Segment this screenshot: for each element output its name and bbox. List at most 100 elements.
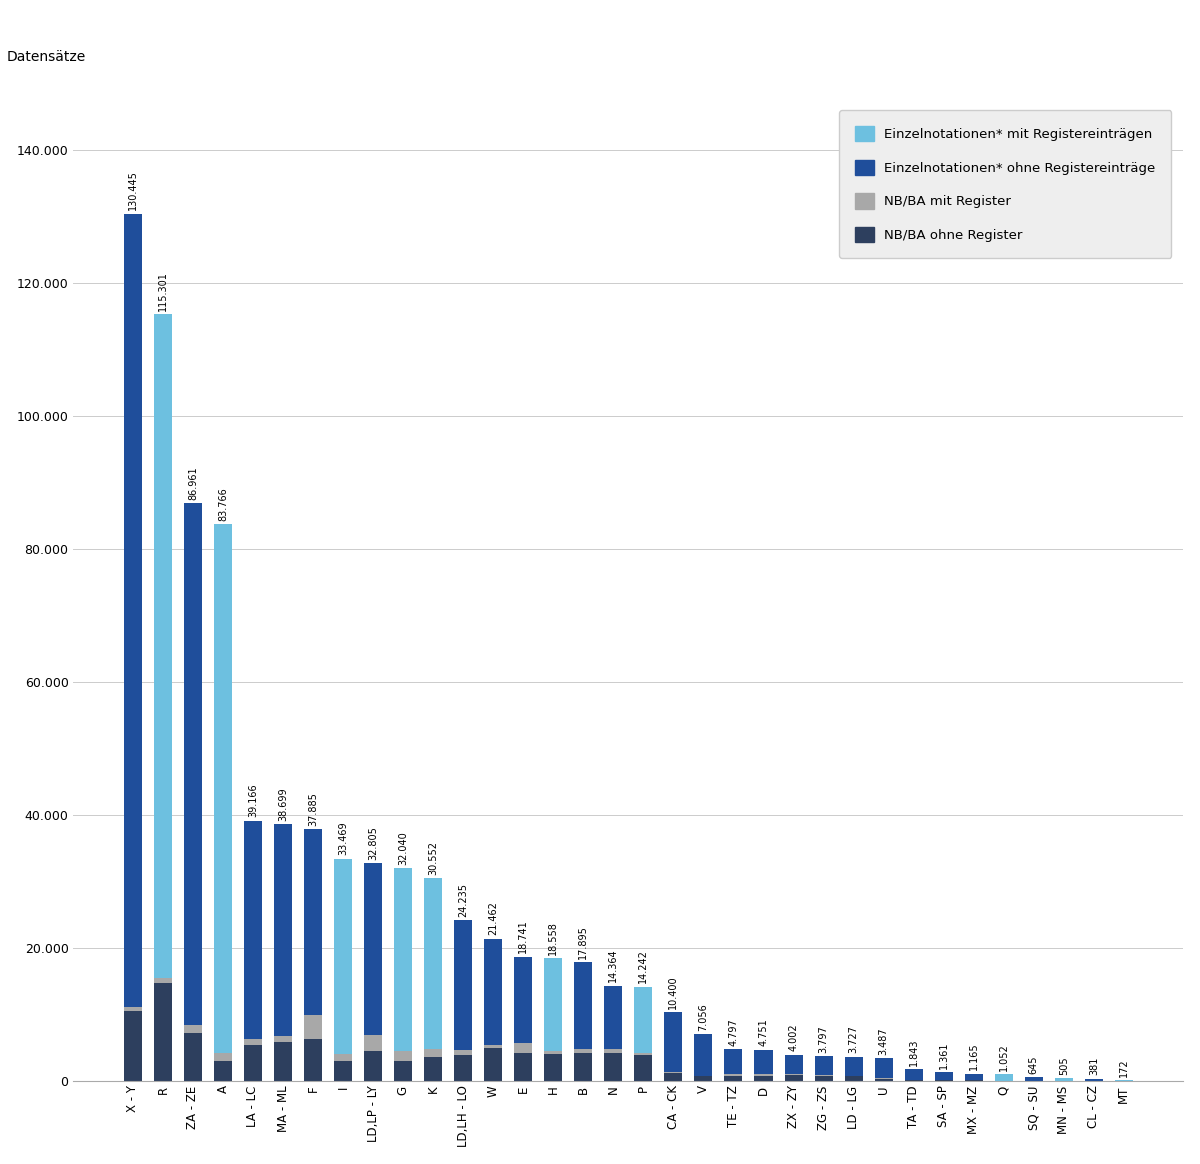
Text: 30.552: 30.552 [428, 840, 438, 874]
Bar [695, 1035, 713, 1076]
Bar [515, 957, 533, 1043]
Bar [665, 1013, 683, 1072]
Bar [184, 503, 202, 1025]
Text: 39.166: 39.166 [248, 783, 258, 817]
Text: 1.165: 1.165 [968, 1043, 979, 1070]
Text: 14.364: 14.364 [608, 949, 618, 982]
Bar [725, 1074, 743, 1076]
Text: 4.751: 4.751 [758, 1018, 768, 1046]
Bar [214, 524, 232, 1053]
Bar [485, 1048, 503, 1081]
Bar [755, 1074, 773, 1076]
Bar [845, 1077, 863, 1081]
Bar [154, 314, 172, 978]
Bar [424, 878, 442, 1050]
Bar [394, 1051, 412, 1060]
Text: 18.741: 18.741 [518, 920, 528, 953]
Text: 4.002: 4.002 [788, 1023, 798, 1051]
Legend: Einzelnotationen* mit Registereinträgen, Einzelnotationen* ohne Registereinträge: Einzelnotationen* mit Registereinträgen,… [839, 111, 1171, 258]
Text: 1.361: 1.361 [938, 1042, 949, 1069]
Bar [214, 1053, 232, 1062]
Bar [665, 1073, 683, 1081]
Bar [424, 1057, 442, 1081]
Bar [485, 938, 503, 1045]
Bar [515, 1043, 533, 1052]
Bar [274, 1036, 292, 1042]
Bar [1025, 1077, 1043, 1081]
Bar [424, 1050, 442, 1057]
Bar [785, 1055, 803, 1074]
Bar [575, 1053, 593, 1081]
Bar [905, 1069, 923, 1080]
Bar [965, 1073, 983, 1079]
Bar [184, 1034, 202, 1081]
Bar [845, 1057, 863, 1076]
Text: 3.727: 3.727 [848, 1025, 858, 1053]
Bar [364, 863, 382, 1035]
Bar [725, 1050, 743, 1074]
Bar [274, 1042, 292, 1081]
Bar [605, 1049, 623, 1052]
Bar [545, 1051, 563, 1055]
Bar [605, 986, 623, 1049]
Bar [244, 1045, 262, 1081]
Bar [575, 1049, 593, 1053]
Bar [184, 1025, 202, 1034]
Text: 37.885: 37.885 [308, 792, 318, 826]
Text: 505: 505 [1058, 1056, 1069, 1074]
Bar [935, 1080, 953, 1081]
Text: 14.242: 14.242 [638, 950, 648, 984]
Bar [725, 1076, 743, 1081]
Bar [334, 1060, 352, 1081]
Text: 130.445: 130.445 [128, 170, 138, 211]
Bar [394, 1060, 412, 1081]
Bar [454, 1055, 473, 1081]
Bar [515, 1052, 533, 1081]
Bar [214, 1062, 232, 1081]
Bar [995, 1074, 1013, 1081]
Bar [815, 1076, 833, 1081]
Bar [244, 821, 262, 1039]
Text: 3.797: 3.797 [818, 1025, 828, 1052]
Bar [304, 1038, 322, 1081]
Bar [905, 1080, 923, 1081]
Bar [935, 1072, 953, 1079]
Bar [454, 1050, 473, 1055]
Text: Datensätze: Datensätze [7, 50, 86, 64]
Bar [635, 1055, 653, 1081]
Bar [124, 1007, 142, 1012]
Text: 33.469: 33.469 [338, 822, 348, 856]
Text: 32.040: 32.040 [398, 831, 408, 865]
Text: 86.961: 86.961 [188, 466, 198, 499]
Bar [605, 1052, 623, 1081]
Bar [755, 1076, 773, 1081]
Bar [154, 978, 172, 982]
Bar [394, 868, 412, 1051]
Bar [244, 1039, 262, 1045]
Bar [695, 1077, 713, 1081]
Bar [545, 958, 563, 1051]
Text: 381: 381 [1088, 1057, 1099, 1076]
Bar [334, 1055, 352, 1060]
Bar [785, 1076, 803, 1081]
Bar [304, 829, 322, 1015]
Bar [1055, 1078, 1073, 1081]
Text: 24.235: 24.235 [458, 882, 468, 917]
Text: 1.843: 1.843 [908, 1038, 919, 1066]
Text: 18.558: 18.558 [548, 921, 558, 954]
Bar [485, 1045, 503, 1048]
Text: 172: 172 [1118, 1058, 1129, 1077]
Bar [635, 1053, 653, 1055]
Bar [334, 859, 352, 1055]
Text: 21.462: 21.462 [488, 901, 498, 935]
Text: 1.052: 1.052 [998, 1043, 1009, 1071]
Bar [364, 1035, 382, 1051]
Bar [1085, 1079, 1103, 1081]
Bar [875, 1079, 893, 1081]
Bar [545, 1055, 563, 1081]
Bar [124, 1012, 142, 1081]
Text: 7.056: 7.056 [698, 1003, 708, 1031]
Text: 83.766: 83.766 [218, 487, 228, 520]
Text: 645: 645 [1028, 1056, 1039, 1073]
Bar [785, 1074, 803, 1076]
